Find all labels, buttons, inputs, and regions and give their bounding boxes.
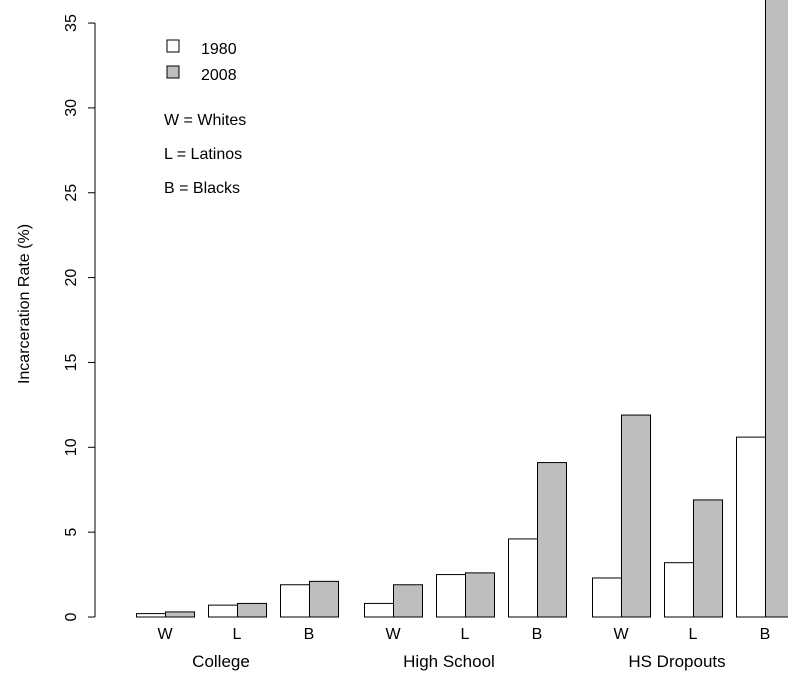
bar-1980-hs-dropouts-B bbox=[736, 436, 766, 618]
legend-label-1980: 1980 bbox=[201, 41, 237, 58]
y-tick-label: 30 bbox=[63, 99, 80, 117]
bars bbox=[136, 0, 788, 618]
abbreviation-notes: W = Whites L = Latinos B = Blacks bbox=[164, 112, 246, 197]
x-category-label: W bbox=[613, 626, 629, 643]
y-axis-label: Incarceration Rate (%) bbox=[16, 224, 33, 384]
bar-2008-hs-dropouts-L bbox=[693, 499, 723, 618]
bar-1980-hs-dropouts-L bbox=[664, 562, 694, 618]
x-axis-labels: W L B W L B W L B College High School HS Dropouts bbox=[157, 626, 770, 671]
x-category-label: B bbox=[304, 626, 315, 643]
bar-1980-high-school-W bbox=[364, 602, 394, 618]
bar-1980-hs-dropouts-W bbox=[592, 577, 622, 618]
bar-2008-college-B bbox=[309, 580, 339, 618]
x-category-label: L bbox=[689, 626, 698, 643]
bar-1980-high-school-L bbox=[436, 574, 466, 618]
x-category-label: L bbox=[461, 626, 470, 643]
y-tick-label: 35 bbox=[63, 14, 80, 32]
bar-2008-college-L bbox=[237, 602, 267, 618]
x-category-label: B bbox=[532, 626, 543, 643]
bar-2008-high-school-L bbox=[465, 572, 495, 618]
y-tick-label: 20 bbox=[63, 269, 80, 287]
x-category-label: B bbox=[760, 626, 771, 643]
y-tick-label: 15 bbox=[63, 353, 80, 371]
x-group-label: College bbox=[192, 652, 250, 671]
bar-1980-college-W bbox=[136, 613, 166, 618]
y-tick-label: 0 bbox=[63, 612, 80, 621]
x-category-label: L bbox=[233, 626, 242, 643]
note-latinos: L = Latinos bbox=[164, 146, 242, 163]
x-group-label: High School bbox=[403, 652, 495, 671]
legend-swatch-2008 bbox=[166, 65, 180, 79]
legend-swatch-1980 bbox=[166, 39, 180, 53]
x-category-label: W bbox=[157, 626, 173, 643]
bar-2008-high-school-W bbox=[393, 584, 423, 618]
bar-2008-college-W bbox=[165, 611, 195, 618]
x-group-label: HS Dropouts bbox=[628, 652, 725, 671]
bar-1980-high-school-B bbox=[508, 538, 538, 618]
note-whites: W = Whites bbox=[164, 112, 246, 129]
bar-2008-hs-dropouts-W bbox=[621, 414, 651, 618]
y-axis: 0 5 10 15 20 25 30 35 bbox=[63, 14, 96, 621]
y-tick-label: 25 bbox=[63, 184, 80, 202]
legend: 1980 2008 bbox=[166, 39, 237, 84]
bar-1980-college-L bbox=[208, 604, 238, 618]
y-tick-label: 10 bbox=[63, 438, 80, 456]
x-category-label: W bbox=[385, 626, 401, 643]
legend-label-2008: 2008 bbox=[201, 67, 237, 84]
bar-1980-college-B bbox=[280, 584, 310, 618]
y-tick-label: 5 bbox=[63, 528, 80, 537]
bar-2008-hs-dropouts-B bbox=[765, 0, 788, 618]
note-blacks: B = Blacks bbox=[164, 180, 240, 197]
bar-2008-high-school-B bbox=[537, 462, 567, 618]
